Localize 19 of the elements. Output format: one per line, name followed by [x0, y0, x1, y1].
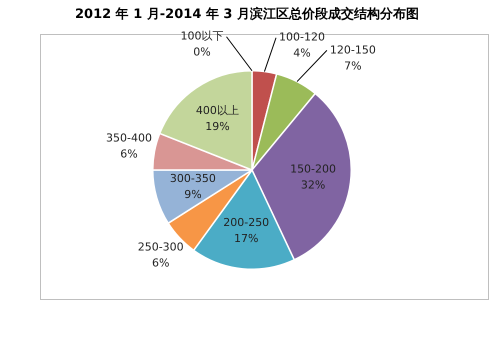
data-label: 6%: [120, 147, 138, 160]
slice-label: 350-400: [106, 131, 152, 144]
data-label: 9%: [184, 188, 202, 202]
slice-label: 150-200: [290, 162, 336, 176]
data-label: 32%: [300, 178, 326, 192]
data-label: 4%: [293, 46, 311, 60]
data-label: 7%: [344, 59, 362, 72]
slice-label: 200-250: [223, 216, 270, 230]
slice-label: 120-150: [330, 43, 376, 56]
chart-title: 2012 年 1 月-2014 年 3 月滨江区总价段成交结构分布图: [74, 6, 420, 24]
text: 0%: [193, 46, 211, 59]
category-label: 100以下: [180, 30, 224, 43]
slice-label: 400以上: [196, 104, 239, 117]
slice-label: 250-300: [138, 240, 184, 254]
data-label: 19%: [205, 120, 230, 133]
slice-label: 100-120: [279, 30, 325, 44]
slice-label: 300-350: [170, 172, 216, 186]
data-label: 6%: [152, 256, 170, 270]
data-label: 17%: [234, 232, 258, 246]
